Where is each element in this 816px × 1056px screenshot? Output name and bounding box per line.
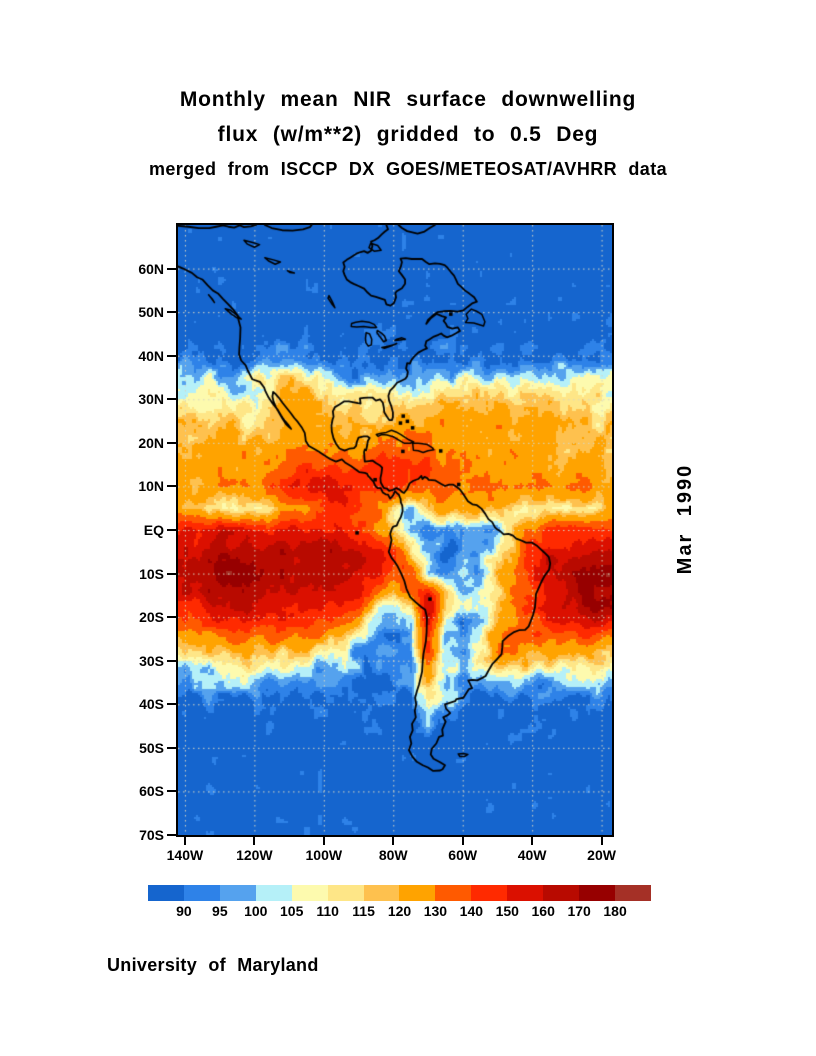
lat-tick: [167, 746, 176, 749]
colorbar-tick-label: 115: [352, 903, 375, 919]
colorbar-cell: [291, 885, 328, 901]
lon-tick: [392, 837, 395, 845]
lat-tick-label: EQ: [143, 522, 164, 538]
lat-tick-label: 10S: [139, 565, 164, 582]
lat-tick: [167, 441, 176, 444]
colorbar-tick-label: 95: [212, 903, 228, 919]
lat-tick: [167, 659, 176, 662]
lon-tick-label: 60W: [448, 847, 478, 863]
lon-tick-label: 120W: [236, 847, 273, 863]
colorbar: [148, 885, 651, 901]
page-subtitle: merged from ISCCP DX GOES/METEOSAT/AVHRR…: [148, 159, 668, 179]
lat-tick: [167, 485, 176, 488]
colorbar-tick-label: 110: [316, 903, 339, 919]
colorbar-tick-label: 160: [531, 903, 555, 919]
colorbar-cell: [363, 885, 400, 901]
lat-tick-label: 40S: [139, 696, 164, 713]
lat-tick-label: 30S: [139, 652, 164, 669]
colorbar-tick-label: 90: [176, 903, 192, 919]
colorbar-tick-label: 120: [387, 903, 412, 919]
colorbar-cell: [507, 885, 544, 901]
lat-tick-label: 60S: [139, 783, 164, 800]
lon-tick: [322, 837, 325, 845]
lat-tick-label: 20N: [138, 434, 164, 451]
lat-tick: [167, 572, 176, 575]
lon-tick-label: 20W: [587, 847, 616, 863]
colorbar-cell: [399, 885, 436, 901]
flux-map-canvas: [178, 225, 612, 835]
lat-tick: [167, 267, 176, 270]
lat-tick-label: 50N: [138, 304, 164, 321]
page-title-line2: flux (w/m**2) gridded to 0.5 Deg: [217, 123, 599, 146]
lat-tick-label: 40N: [138, 347, 164, 364]
map-frame: [176, 223, 614, 837]
lat-tick-label: 70S: [139, 827, 164, 843]
lat-tick: [167, 398, 176, 401]
lat-tick: [167, 703, 176, 706]
colorbar-cell: [543, 885, 580, 901]
lon-tick-label: 80W: [378, 847, 408, 863]
colorbar-cell: [614, 885, 651, 901]
lon-tick-label: 100W: [305, 847, 343, 863]
colorbar-cell: [219, 885, 256, 901]
lon-tick: [600, 837, 603, 845]
lat-tick: [167, 790, 176, 793]
lat-tick-label: 60N: [138, 260, 164, 277]
page-title-line1: Monthly mean NIR surface downwelling: [179, 88, 637, 111]
date-label: Mar 1990: [674, 463, 696, 575]
lat-tick: [167, 616, 176, 619]
lat-tick: [167, 529, 176, 531]
lon-tick: [531, 837, 534, 845]
colorbar-tick-label: 170: [567, 903, 591, 919]
lat-tick: [167, 354, 176, 357]
credit-text: University of Maryland: [107, 955, 319, 975]
colorbar-tick-label: 100: [244, 903, 268, 919]
colorbar-cell: [255, 885, 292, 901]
colorbar-cell: [183, 885, 220, 901]
lat-tick-label: 50S: [139, 739, 164, 756]
colorbar-cell: [327, 885, 364, 901]
lon-tick-label: 140W: [166, 847, 204, 863]
colorbar-tick-label: 140: [459, 903, 484, 919]
lon-tick: [183, 837, 186, 845]
colorbar-labels: 90 95 100 105 110 115 120 130 140 150 160 170 180: [148, 903, 651, 921]
colorbar-cell: [471, 885, 508, 901]
colorbar-tick-label: 105: [280, 903, 304, 919]
colorbar-tick-label: 180: [603, 903, 627, 919]
colorbar-cell: [579, 885, 615, 901]
colorbar-tick-label: 130: [423, 903, 448, 919]
lon-tick: [253, 837, 256, 845]
lat-tick: [167, 834, 176, 836]
colorbar-tick-label: 150: [495, 903, 519, 919]
colorbar-cell: [148, 885, 184, 901]
lat-tick: [167, 311, 176, 314]
colorbar-cell: [435, 885, 472, 901]
lat-tick-label: 10N: [138, 478, 164, 495]
lat-tick-label: 20S: [139, 609, 164, 626]
lat-tick-label: 30N: [138, 391, 164, 408]
lon-tick-label: 40W: [517, 847, 547, 863]
lon-tick: [461, 837, 464, 845]
